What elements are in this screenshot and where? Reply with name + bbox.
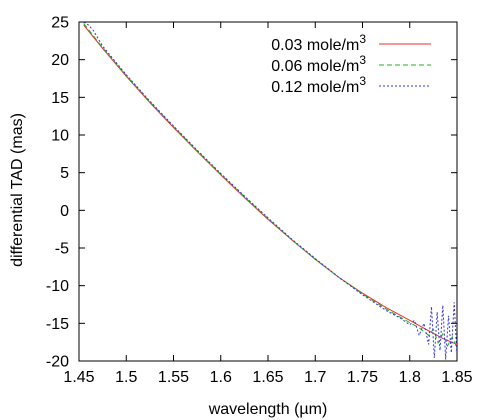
x-tick-label: 1.8: [399, 369, 421, 386]
legend-label-superscript: 3: [359, 53, 366, 67]
x-axis-title: wavelength (µm): [208, 401, 328, 418]
legend-label-text: 0.12 mole/m: [271, 79, 359, 96]
legend-label-superscript: 3: [359, 74, 366, 88]
legend-label-text: 0.03 mole/m: [271, 37, 359, 54]
legend-label-3: 0.12 mole/m3: [271, 74, 366, 96]
y-axis-title: differential TAD (mas): [9, 113, 26, 267]
ticks-layer: 1.45 1.5 1.55 1.6 1.65 1.7 1.75 1.8 1.85 25 20 15 10…: [46, 15, 473, 387]
x-tick-label: 1.6: [210, 369, 232, 386]
x-tick-label: 1.55: [158, 369, 189, 386]
legend: 0.03 mole/m30.06 mole/m30.12 mole/m3: [271, 32, 431, 96]
legend-label-text: 0.06 mole/m: [271, 58, 359, 75]
x-tick-label: 1.65: [252, 369, 283, 386]
legend-label-2: 0.06 mole/m3: [271, 53, 366, 75]
y-tick-label: -5: [55, 241, 69, 258]
x-tick-label: 1.7: [304, 369, 326, 386]
series-line-2: [83, 23, 457, 349]
y-tick-label: 0: [60, 203, 69, 220]
y-tick-label: -10: [46, 278, 69, 295]
x-tick-label: 1.45: [63, 369, 94, 386]
legend-label-1: 0.03 mole/m3: [271, 32, 366, 54]
x-tick-label: 1.85: [441, 369, 472, 386]
legend-label-superscript: 3: [359, 32, 366, 46]
x-tick-label: 1.5: [115, 369, 137, 386]
y-tick-label: 25: [51, 15, 69, 32]
x-tick-label: 1.75: [347, 369, 378, 386]
series-layer: [83, 22, 457, 360]
series-line-3: [83, 22, 457, 360]
y-tick-label: 10: [51, 128, 69, 145]
y-tick-label: 5: [60, 165, 69, 182]
y-tick-label: -20: [46, 354, 69, 371]
y-tick-label: 15: [51, 90, 69, 107]
plot-frame: [78, 21, 458, 362]
y-tick-label: 20: [51, 52, 69, 69]
y-tick-label: -15: [46, 316, 69, 333]
